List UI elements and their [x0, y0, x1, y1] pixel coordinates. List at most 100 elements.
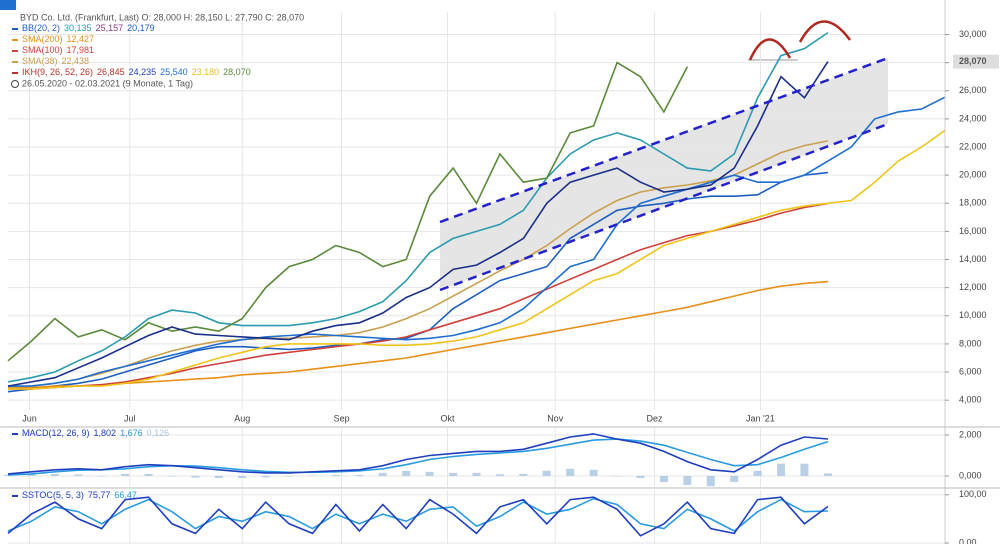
histogram-bar [472, 472, 481, 476]
legend-value: 12,427 [67, 34, 95, 44]
series-line [8, 202, 829, 390]
histogram-bar [4, 474, 12, 476]
pattern-arc [798, 20, 852, 43]
y-tick-label: 30,000 [959, 29, 987, 39]
drawings-over [439, 20, 889, 292]
histogram-bar [167, 475, 176, 477]
y-tick-label: 14,000 [959, 254, 987, 264]
x-tick-label: Jul [124, 413, 136, 423]
y-tick-label: 4,000 [959, 395, 982, 405]
x-tick-label: Dez [647, 413, 664, 423]
legend-value: 28,070 [223, 67, 251, 77]
y-tick-label: 26,000 [959, 85, 987, 95]
histogram-bar [659, 475, 668, 483]
y-tick-label: 10,000 [959, 310, 987, 320]
plot-area [4, 12, 946, 544]
legend-value: 1,676 [120, 428, 143, 438]
histogram-bar [566, 468, 575, 476]
legend-label: SSTOC(5, 5, 3) [22, 490, 84, 500]
histogram-bar [542, 470, 551, 476]
histogram-bar [121, 473, 130, 476]
series-line [7, 433, 828, 475]
histogram-bar [331, 474, 340, 476]
histogram-bar [823, 473, 832, 476]
histogram-bar [425, 471, 434, 476]
histogram-bar [308, 475, 317, 477]
histogram-bar [777, 463, 786, 476]
legend-value: 0,126 [147, 428, 170, 438]
histogram-bar [27, 473, 36, 476]
legend-entry: SMA(100) 17,981 [22, 45, 94, 55]
trend-line [439, 56, 889, 224]
drawings-under [440, 58, 888, 290]
x-tick-label: Sep [334, 413, 350, 423]
legend-header: BYD Co. Ltd. (Frankfurt, Last) O: 28,000… [20, 12, 304, 22]
series-line [8, 280, 828, 389]
last-price-box [953, 54, 999, 69]
x-tick-label: Jun [22, 413, 37, 423]
clock-icon [11, 80, 19, 88]
legend-label: SMA(38) [22, 56, 58, 66]
y-tick-label: 20,000 [959, 170, 987, 180]
series-line [7, 61, 829, 387]
x-tick-label: Jan '21 [746, 413, 775, 423]
series-line [8, 129, 946, 390]
series-line [7, 61, 689, 362]
legend: BYD Co. Ltd. (Frankfurt, Last) O: 28,000… [11, 12, 304, 500]
legend-entry: MACD(12, 26, 9) 1,802 1,676 0,126 [22, 428, 169, 438]
y-tick-label: 2,000 [959, 429, 982, 439]
legend-entry: SMA(38) 22,438 [22, 56, 89, 66]
histogram-bar [238, 475, 247, 478]
histogram-bar [285, 475, 294, 477]
y-tick-label: 8,000 [959, 338, 982, 348]
histogram-bar [613, 475, 622, 477]
histogram-bar [449, 472, 458, 476]
histogram-bar [519, 473, 528, 476]
y-tick-label: 16,000 [959, 226, 987, 236]
series-line [7, 31, 829, 383]
legend-value: 22,438 [62, 56, 90, 66]
histogram-bar [191, 475, 200, 478]
legend-label: SMA(200) [22, 34, 63, 44]
legend-value: 23,180 [192, 67, 220, 77]
histogram-bar [214, 475, 223, 478]
series-line [8, 96, 946, 387]
histogram-bar [50, 473, 59, 476]
histogram-bar [355, 474, 364, 476]
y-tick-label: 6,000 [959, 366, 982, 376]
histogram-bar [706, 475, 715, 487]
legend-value: 20,179 [127, 23, 155, 33]
histogram-bar [144, 473, 153, 476]
histogram-bar [495, 474, 504, 476]
legend-entry: SMA(200) 12,427 [22, 34, 94, 44]
y-tick-label: 12,000 [959, 282, 987, 292]
legend-label: IKH(9, 26, 52, 26) [22, 67, 93, 77]
histogram-bar [683, 475, 692, 486]
legend-value: 75,77 [88, 490, 111, 500]
legend-value: 26,845 [97, 67, 125, 77]
y-tick-label: 100,00 [959, 489, 987, 499]
histogram-bar [378, 472, 387, 476]
trend-line [439, 122, 889, 292]
pattern-arc [748, 38, 792, 61]
legend-value: 25,540 [160, 67, 188, 77]
legend-value: 30,135 [64, 23, 92, 33]
y-tick-label: 18,000 [959, 198, 987, 208]
legend-value: 1,802 [94, 428, 117, 438]
x-tick-label: Nov [547, 413, 564, 423]
legend-entry: SSTOC(5, 5, 3) 75,77 66,47 [22, 490, 137, 500]
x-tick-label: Aug [234, 413, 250, 423]
histogram-bar [74, 474, 83, 476]
histogram-bar [730, 475, 739, 483]
histogram-bar [753, 470, 762, 476]
legend-value: 17,981 [67, 45, 95, 55]
legend-label: SMA(100) [22, 45, 63, 55]
y-tick-label: 22,000 [959, 141, 987, 151]
y-tick-label: 0,000 [959, 470, 982, 480]
legend-entry: IKH(9, 26, 52, 26) 26,845 24,235 25,540 23,1… [22, 67, 251, 77]
histogram-bar [636, 475, 645, 478]
histogram-bar [97, 475, 106, 477]
last-price-label: 28,070 [959, 56, 987, 66]
histogram-bar [800, 463, 809, 476]
